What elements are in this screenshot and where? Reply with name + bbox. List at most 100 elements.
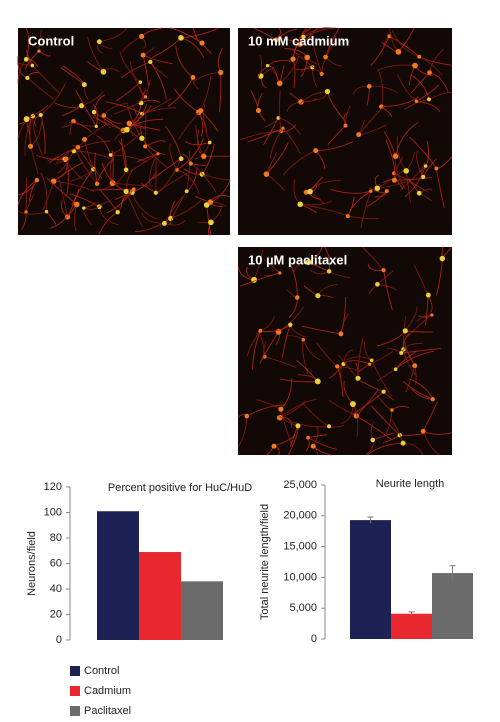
neurite	[302, 339, 309, 375]
soma	[271, 443, 277, 449]
soma	[255, 108, 262, 114]
y-axis-label: Neurons/field	[26, 531, 38, 596]
soma	[307, 188, 313, 195]
neurite	[75, 90, 97, 127]
y-tick-label: 80	[50, 532, 62, 544]
soma	[343, 123, 348, 128]
soma	[24, 210, 28, 214]
neurite	[106, 189, 135, 214]
neurite	[67, 189, 80, 218]
soma	[74, 201, 80, 208]
neurite	[416, 84, 440, 102]
soma	[143, 144, 148, 149]
neurite	[93, 94, 106, 113]
soma	[338, 331, 344, 337]
soma	[305, 259, 312, 266]
soma	[161, 220, 167, 226]
neurite	[87, 36, 104, 73]
soma	[273, 37, 279, 43]
bar	[181, 581, 223, 640]
neurite	[408, 136, 437, 169]
neurite	[303, 27, 336, 38]
neurite	[40, 114, 46, 155]
y-tick-label: 40	[50, 583, 62, 595]
soma	[399, 351, 404, 356]
neurite	[282, 150, 316, 176]
neurite	[103, 115, 122, 124]
chart-title: Percent positive for HuC/HuD	[108, 482, 252, 494]
neurite	[74, 204, 78, 232]
neurite	[17, 62, 33, 66]
y-tick-label: 60	[50, 557, 62, 569]
soma	[319, 71, 324, 77]
soma	[140, 52, 146, 58]
soma	[198, 108, 204, 114]
soma	[393, 367, 398, 371]
y-tick-label: 25,000	[283, 479, 317, 491]
soma	[276, 116, 281, 120]
soma	[38, 112, 43, 118]
neurite	[125, 191, 143, 228]
soma	[390, 408, 394, 412]
soma	[91, 109, 97, 115]
neurite	[307, 437, 338, 450]
neurite	[167, 77, 194, 107]
soma	[139, 33, 145, 39]
soma	[34, 177, 40, 183]
neurite	[175, 45, 194, 78]
neurite	[116, 81, 141, 102]
soma	[298, 99, 304, 105]
neurite	[424, 295, 429, 326]
neurite	[391, 30, 420, 58]
neurite	[40, 172, 48, 212]
neurite	[422, 430, 440, 456]
soma	[139, 135, 145, 141]
soma	[23, 116, 30, 123]
soma	[350, 401, 356, 407]
neurite	[120, 188, 134, 207]
neurite	[92, 104, 98, 127]
soma	[323, 54, 328, 60]
neurite	[307, 205, 348, 217]
neurite	[381, 96, 419, 108]
neurite	[395, 121, 419, 157]
neurite	[278, 117, 301, 135]
neurite	[282, 127, 301, 154]
soma	[143, 95, 148, 99]
neurite	[112, 182, 154, 187]
neurite	[144, 110, 147, 147]
soma	[207, 140, 212, 145]
soma	[100, 68, 107, 75]
neurite	[58, 177, 69, 218]
soma	[218, 69, 224, 76]
soma	[370, 437, 376, 443]
neurite	[370, 36, 390, 66]
neurite	[404, 165, 427, 198]
soma	[434, 166, 439, 171]
soma	[123, 167, 129, 173]
error-bar	[408, 611, 415, 616]
soma	[23, 56, 29, 62]
soma	[430, 397, 435, 402]
y-tick-label: 5,000	[289, 602, 317, 614]
error-bar	[367, 516, 374, 524]
neurite	[142, 55, 149, 86]
soma	[353, 413, 359, 419]
neurite	[186, 167, 198, 192]
soma	[294, 295, 300, 300]
soma	[75, 144, 81, 150]
y-tick-label: 10,000	[283, 571, 317, 583]
neurite	[110, 130, 144, 156]
soma	[201, 153, 207, 159]
neurite	[75, 149, 98, 185]
neurite	[178, 110, 202, 140]
soma	[258, 328, 263, 333]
soma	[374, 185, 381, 192]
soma	[178, 156, 184, 162]
soma	[315, 293, 321, 299]
neurite	[60, 158, 68, 178]
neurite	[257, 65, 268, 80]
image-panels: Control 10 mM cadmium 10 µM paclitaxel	[17, 27, 453, 456]
neurite	[145, 79, 151, 98]
